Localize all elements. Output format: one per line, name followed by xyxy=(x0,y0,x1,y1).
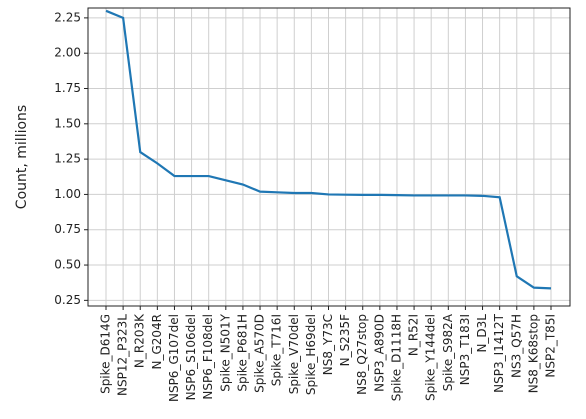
x-tick-label: NS3_Q57H xyxy=(509,314,523,378)
y-tick-label: 1.00 xyxy=(54,187,81,201)
x-tick-label: Spike_D1118H xyxy=(389,314,403,401)
x-tick-label: NSP6_G107del xyxy=(167,314,181,402)
x-tick-label: Spike_V70del xyxy=(287,314,301,394)
x-tick-label: Spike_T716I xyxy=(270,314,284,386)
y-tick-label: 0.75 xyxy=(54,222,81,236)
y-tick-label: 0.25 xyxy=(54,293,81,307)
x-tick-label: N_R52I xyxy=(407,314,421,356)
x-tick-label: NSP3_A890D xyxy=(372,314,386,392)
x-tick-label: N_S235F xyxy=(338,314,352,366)
x-tick-label: N_D3L xyxy=(475,314,489,353)
x-tick-label: NSP12_P323L xyxy=(116,314,130,396)
y-tick-label: 0.50 xyxy=(54,258,81,272)
x-tick-label: Spike_A570D xyxy=(253,314,267,393)
x-tick-label: NSP3_T183I xyxy=(458,314,472,385)
x-tick-label: NS8_Y73C xyxy=(321,314,335,375)
x-tick-label: Spike_P681H xyxy=(235,314,249,392)
x-tick-label: Spike_H69del xyxy=(304,314,318,395)
y-tick-label: 1.75 xyxy=(54,81,81,95)
x-tick-label: N_G204R xyxy=(150,314,164,370)
x-tick-label: Spike_S982A xyxy=(441,313,455,391)
x-tick-label: Spike_Y144del xyxy=(424,314,438,401)
x-tick-label: Spike_N501Y xyxy=(218,313,232,391)
y-tick-label: 2.25 xyxy=(54,10,81,24)
x-tick-label: NS8_K68stop xyxy=(526,314,540,393)
x-tick-label: N_R203K xyxy=(133,313,147,368)
y-tick-label: 1.50 xyxy=(54,116,81,130)
line xyxy=(105,9,552,290)
x-tick-label: NSP6_F108del xyxy=(201,314,215,400)
x-tick-label: Spike_D614G xyxy=(99,314,113,394)
y-axis-label: Count, millions xyxy=(14,105,30,209)
y-tick-label: 2.00 xyxy=(54,46,81,60)
x-tick-label: NS8_Q27stop xyxy=(355,314,369,395)
x-tick-label: NSP2_T85I xyxy=(544,314,558,378)
x-tick-label: NSP6_S106del xyxy=(184,314,198,400)
y-tick-label: 1.25 xyxy=(54,152,81,166)
plot-frame xyxy=(87,7,571,307)
x-tick-label: NSP3_I1412T xyxy=(492,313,506,393)
